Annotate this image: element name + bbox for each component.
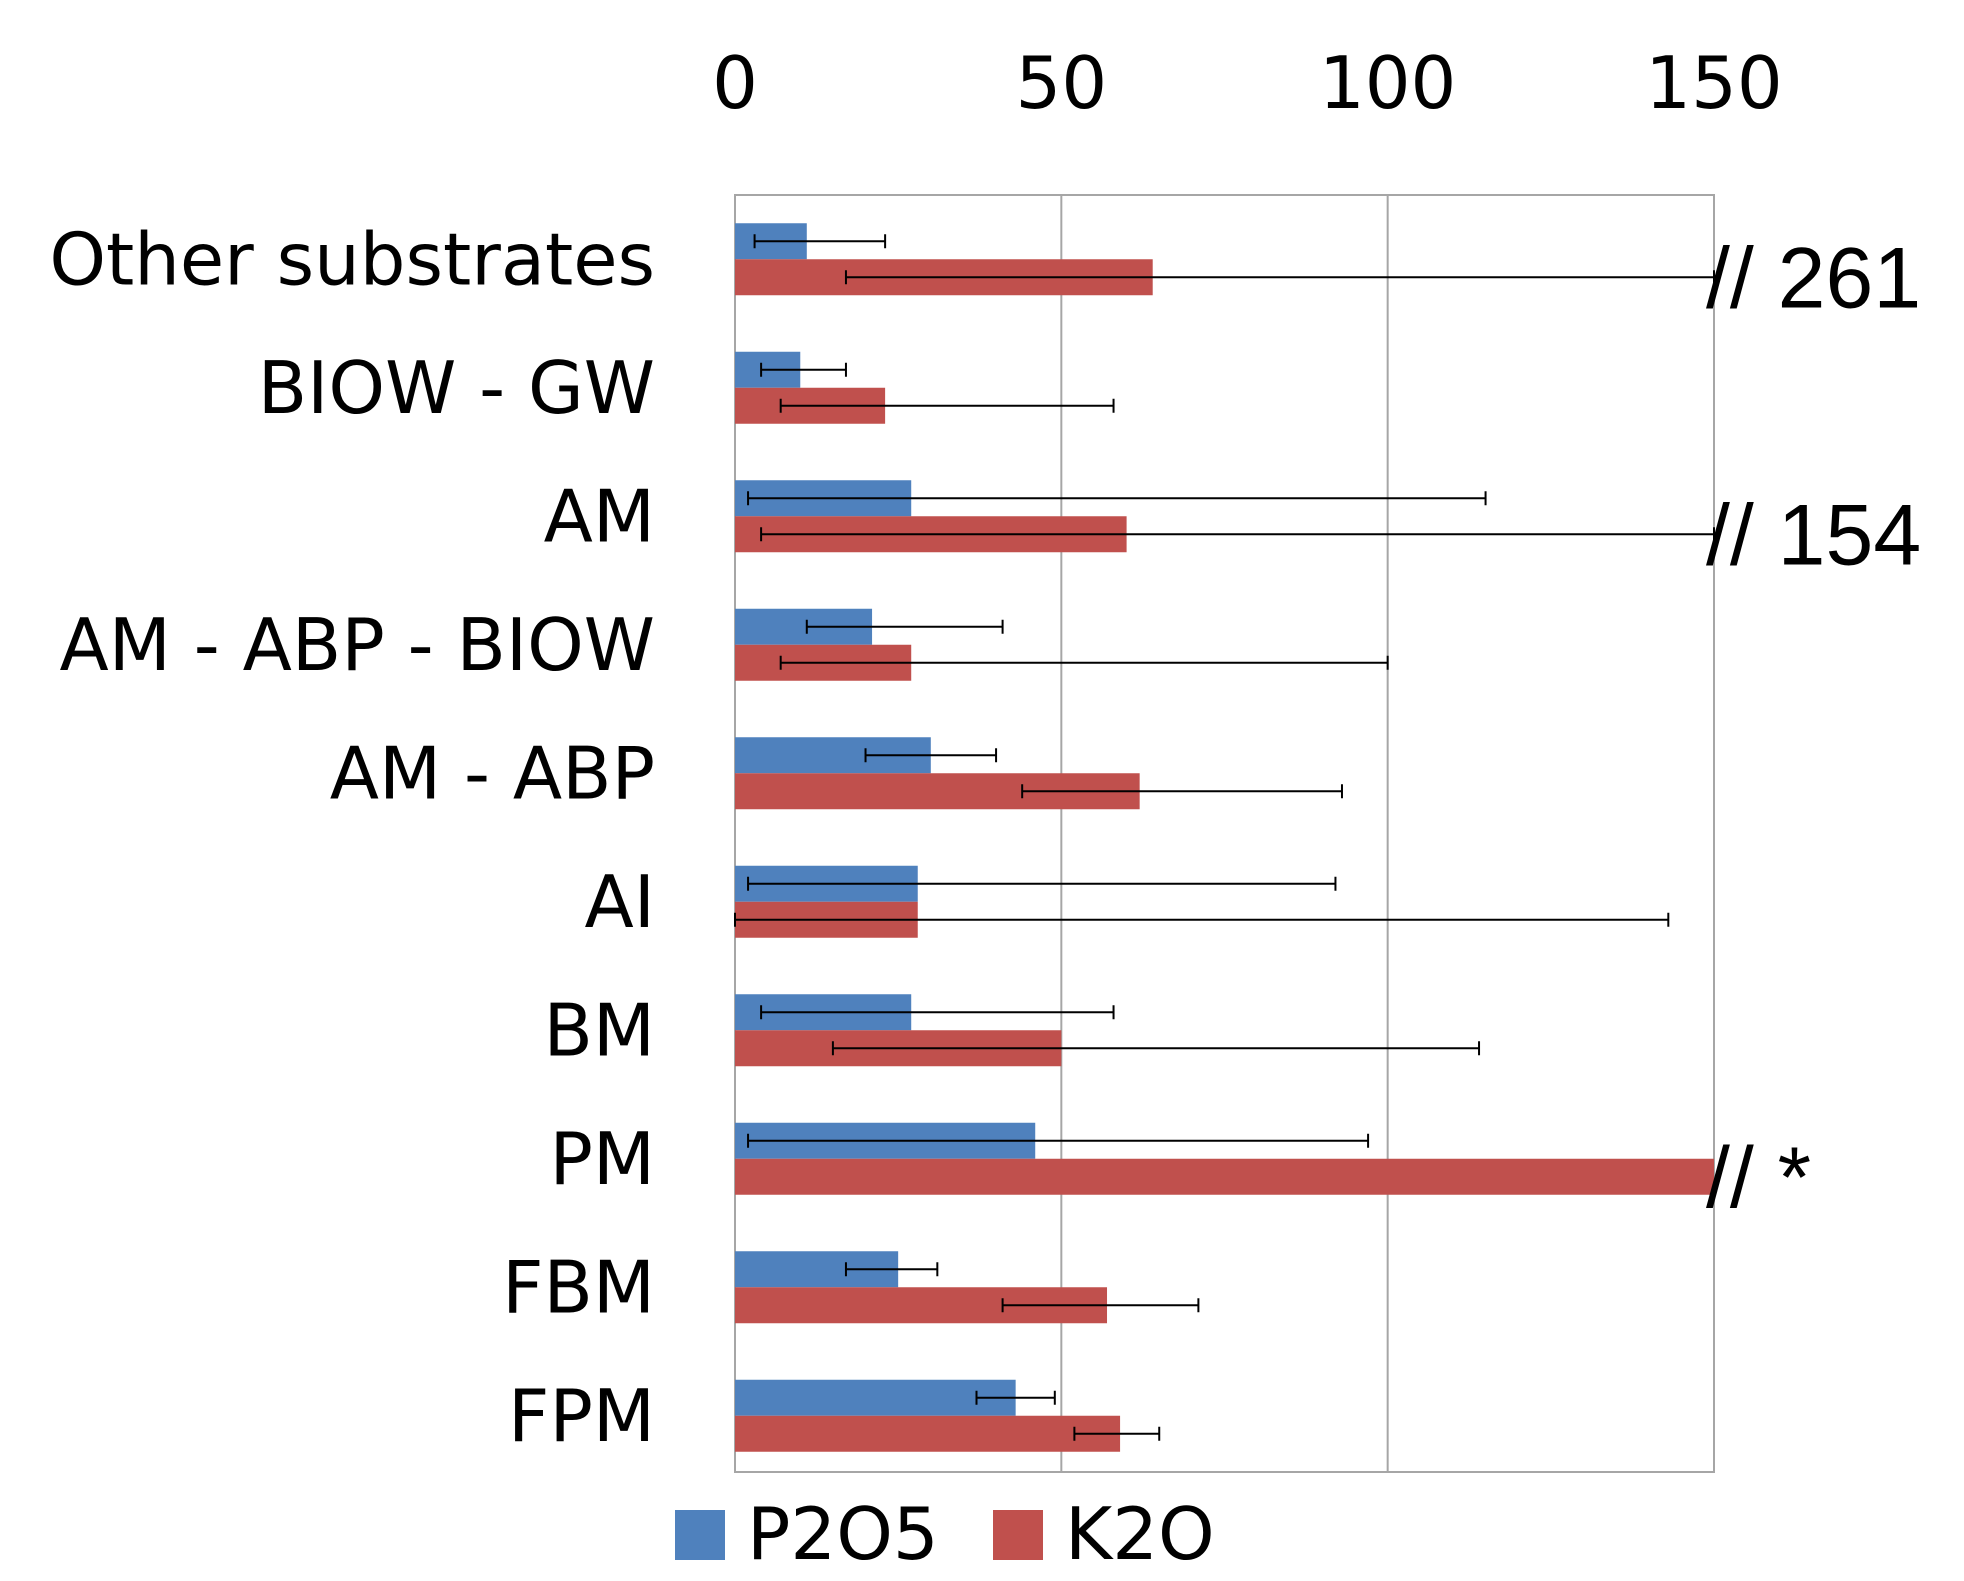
error-bar-p2o5-ai	[747, 876, 1337, 891]
category-label-other-substrates: Other substrates	[49, 217, 655, 301]
category-label-fpm: FPM	[508, 1374, 655, 1458]
error-bar-p2o5-fpm	[975, 1390, 1056, 1405]
error-bar-k2o-fbm	[1001, 1298, 1200, 1313]
error-bar-p2o5-am	[747, 491, 1487, 506]
legend-item-p2o5: P2O5	[675, 1492, 939, 1576]
x-tick-label: 0	[712, 41, 758, 125]
legend: P2O5 K2O	[675, 1492, 1215, 1576]
legend-swatch	[993, 1510, 1043, 1560]
legend-swatch	[675, 1510, 725, 1560]
category-label-pm: PM	[549, 1117, 655, 1201]
bars	[735, 223, 1714, 1452]
error-bar-p2o5-biow-gw	[760, 362, 847, 377]
x-tick-label: 100	[1319, 41, 1456, 125]
legend-label: K2O	[1065, 1492, 1215, 1576]
category-label-bm: BM	[543, 988, 655, 1072]
error-bar-k2o-other-substrates	[844, 270, 1715, 285]
x-tick-label: 50	[1016, 41, 1108, 125]
legend-label: P2O5	[747, 1492, 939, 1576]
error-bars	[734, 234, 1715, 1441]
error-bar-p2o5-bm	[760, 1005, 1115, 1020]
category-label-biow-gw: BIOW - GW	[258, 346, 655, 430]
bar-k2o-fpm	[735, 1415, 1121, 1452]
error-bar-p2o5-am-abp	[864, 748, 998, 763]
annotation-other-substrates: // 261	[1706, 230, 1921, 326]
error-bar-p2o5-am-abp-biow	[805, 619, 1004, 634]
category-label-fbm: FBM	[502, 1245, 655, 1329]
annotation-am: // 154	[1706, 487, 1921, 583]
bar-k2o-pm	[735, 1158, 1714, 1195]
category-labels: Other substrates BIOW - GW AM AM - ABP - BI…	[49, 217, 655, 1458]
category-label-am-abp-biow: AM - ABP - BIOW	[60, 603, 655, 687]
legend-item-k2o: K2O	[993, 1492, 1215, 1576]
error-bar-k2o-bm	[831, 1041, 1481, 1056]
x-axis-ticks: 0 50 100 150	[712, 41, 1783, 125]
x-tick-label: 150	[1645, 41, 1782, 125]
error-bar-p2o5-pm	[747, 1133, 1370, 1148]
bar-p2o5-fpm	[735, 1379, 1016, 1416]
error-bar-k2o-ai	[734, 912, 1670, 927]
error-bar-p2o5-fbm	[844, 1262, 939, 1277]
error-bar-p2o5-other-substrates	[753, 234, 887, 249]
error-bar-k2o-fpm	[1073, 1426, 1161, 1441]
category-label-am: AM	[544, 474, 655, 558]
error-bar-k2o-am-abp-biow	[779, 655, 1389, 670]
category-label-am-abp: AM - ABP	[330, 731, 655, 815]
annotations: // 261 // 154 // *	[1706, 230, 1921, 1226]
error-bar-k2o-am-abp	[1021, 784, 1343, 799]
category-label-ai: AI	[585, 860, 656, 944]
error-bar-k2o-biow-gw	[779, 398, 1115, 413]
error-bar-k2o-am	[760, 527, 1715, 542]
annotation-pm: // *	[1706, 1130, 1811, 1226]
